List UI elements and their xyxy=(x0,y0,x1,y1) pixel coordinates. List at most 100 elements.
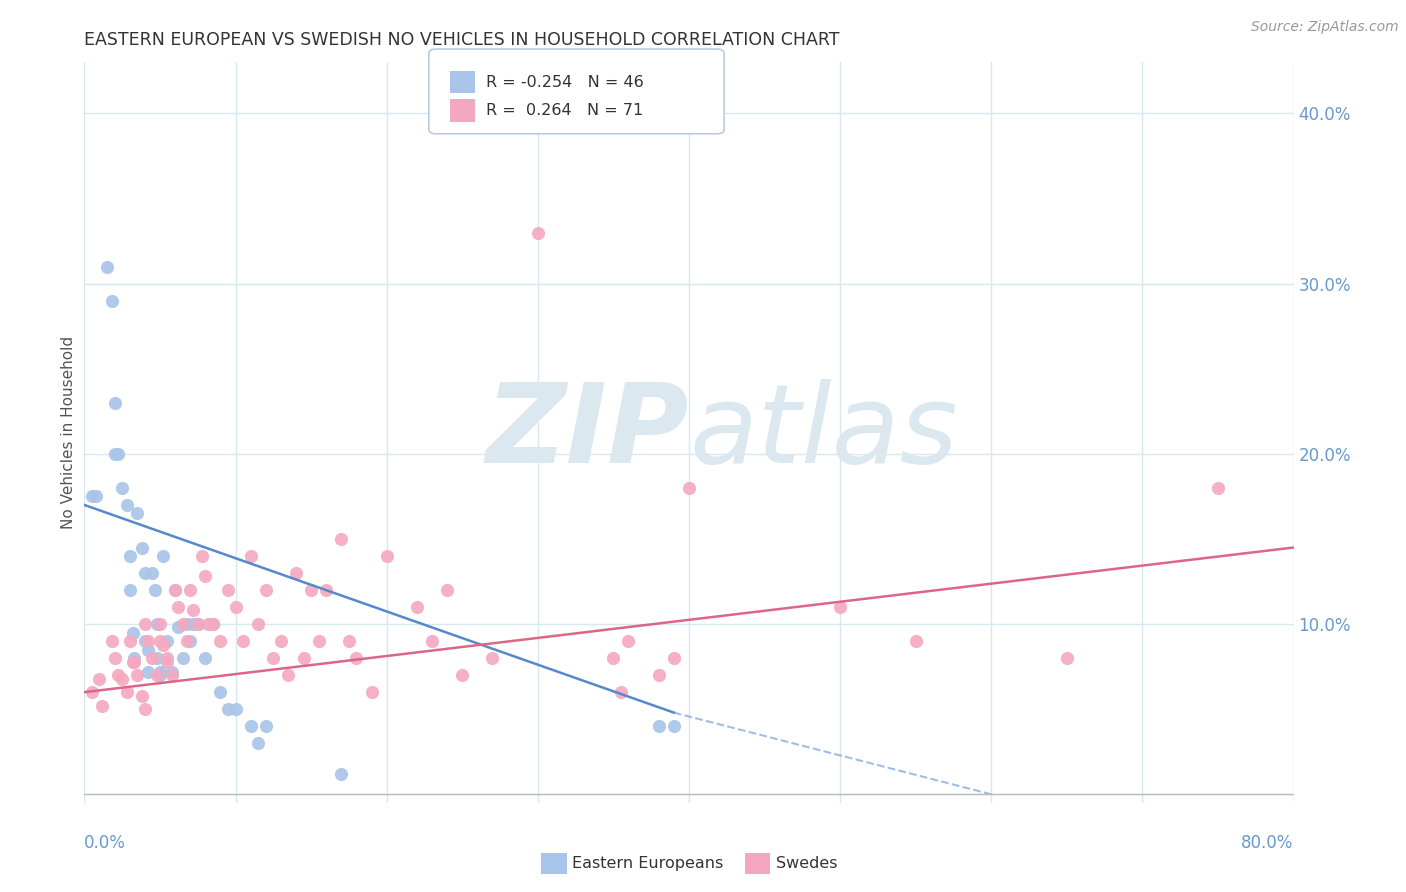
Point xyxy=(141,651,163,665)
Point xyxy=(115,498,138,512)
Point xyxy=(80,685,103,699)
Point xyxy=(436,582,458,597)
Point xyxy=(176,634,198,648)
Point xyxy=(247,617,270,632)
Point xyxy=(225,702,247,716)
Point xyxy=(146,668,169,682)
Point xyxy=(239,719,262,733)
Point xyxy=(122,655,145,669)
Point xyxy=(80,490,103,504)
Point xyxy=(1206,481,1229,495)
Point xyxy=(149,665,172,679)
Text: R =  0.264   N = 71: R = 0.264 N = 71 xyxy=(486,103,644,118)
Point xyxy=(152,638,174,652)
Point xyxy=(131,541,153,555)
Point xyxy=(406,600,429,615)
Text: EASTERN EUROPEAN VS SWEDISH NO VEHICLES IN HOUSEHOLD CORRELATION CHART: EASTERN EUROPEAN VS SWEDISH NO VEHICLES … xyxy=(84,31,839,49)
Point xyxy=(232,634,254,648)
Point xyxy=(1056,651,1078,665)
Point xyxy=(647,719,671,733)
Point xyxy=(115,685,138,699)
Point xyxy=(107,447,129,461)
Point xyxy=(308,634,330,648)
Point xyxy=(100,634,122,648)
Point xyxy=(134,566,156,580)
Point xyxy=(118,582,141,597)
Point xyxy=(299,582,322,597)
Point xyxy=(277,668,299,682)
Point xyxy=(330,532,353,546)
Point xyxy=(225,600,247,615)
Point xyxy=(121,625,143,640)
Point xyxy=(830,600,852,615)
Point xyxy=(602,651,624,665)
Point xyxy=(247,736,270,750)
Point xyxy=(375,549,398,563)
Y-axis label: No Vehicles in Household: No Vehicles in Household xyxy=(60,336,76,529)
Point xyxy=(118,634,141,648)
Point xyxy=(104,396,127,410)
Point xyxy=(149,634,172,648)
Point xyxy=(163,582,186,597)
Point xyxy=(107,668,129,682)
Point xyxy=(481,651,503,665)
Point xyxy=(127,507,149,521)
Point xyxy=(160,668,183,682)
Point xyxy=(209,685,232,699)
Point xyxy=(134,617,156,632)
Point xyxy=(617,634,640,648)
Point xyxy=(134,634,156,648)
Point xyxy=(163,582,186,597)
Point xyxy=(254,582,277,597)
Point xyxy=(96,260,118,274)
Point xyxy=(141,566,163,580)
Point xyxy=(104,447,127,461)
Point xyxy=(262,651,284,665)
Point xyxy=(149,617,172,632)
Point xyxy=(201,617,224,632)
Point xyxy=(86,490,108,504)
Point xyxy=(149,668,172,682)
Point xyxy=(111,481,134,495)
Point xyxy=(145,582,167,597)
Text: Swedes: Swedes xyxy=(776,856,838,871)
Point xyxy=(104,651,127,665)
Text: Source: ZipAtlas.com: Source: ZipAtlas.com xyxy=(1251,20,1399,34)
Point xyxy=(179,634,201,648)
Point xyxy=(181,603,204,617)
Point xyxy=(167,620,190,634)
Point xyxy=(91,698,114,713)
Point xyxy=(526,226,548,240)
Point xyxy=(156,651,179,665)
Text: R = -0.254   N = 46: R = -0.254 N = 46 xyxy=(486,75,644,90)
Point xyxy=(127,668,149,682)
Point xyxy=(217,702,239,716)
Point xyxy=(315,582,337,597)
Point xyxy=(152,549,174,563)
Point xyxy=(156,634,179,648)
Point xyxy=(181,617,204,632)
Point xyxy=(172,651,194,665)
Point xyxy=(194,651,217,665)
Point xyxy=(194,569,217,583)
Point xyxy=(121,655,143,669)
Point xyxy=(187,617,209,632)
Point xyxy=(201,617,224,632)
Point xyxy=(451,668,474,682)
Point xyxy=(156,655,179,669)
Point xyxy=(662,651,685,665)
Point xyxy=(172,617,194,632)
Point xyxy=(191,549,214,563)
Point xyxy=(284,566,308,580)
Text: 0.0%: 0.0% xyxy=(84,834,127,852)
Point xyxy=(167,600,190,615)
Point xyxy=(254,719,277,733)
Point xyxy=(89,672,111,686)
Point xyxy=(346,651,368,665)
Point xyxy=(678,481,700,495)
Point xyxy=(122,651,145,665)
Point xyxy=(209,634,232,648)
Point xyxy=(647,668,671,682)
Point xyxy=(360,685,382,699)
Point xyxy=(136,634,159,648)
